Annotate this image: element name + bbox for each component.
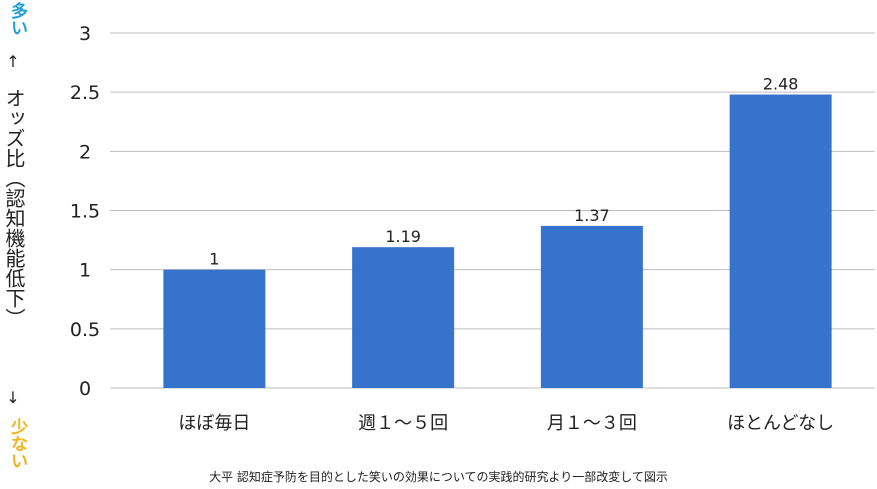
- x-tick-label: ほぼ毎日: [178, 413, 250, 434]
- up-arrow-icon: ↑: [6, 52, 20, 71]
- y-axis-title: オッズ比（認知機能低下）: [2, 88, 26, 328]
- data-label: 1.19: [385, 227, 421, 246]
- source-caption: 大平 認知症予防を目的とした笑いの効果についての実践的研究より一部改変して図示: [209, 470, 668, 484]
- down-arrow-icon: ↓: [6, 388, 20, 407]
- y-tick-label: 1: [79, 260, 91, 282]
- y-tick-label: 3: [79, 23, 91, 45]
- bar: [729, 94, 832, 389]
- y-tick-label: 0.5: [70, 319, 100, 341]
- x-tick-label: 月１～３回: [547, 413, 637, 434]
- y-axis-bottom-label: 少ない: [7, 418, 27, 469]
- y-axis-top-label: 多い: [7, 2, 27, 36]
- data-label: 1.37: [574, 206, 610, 225]
- y-tick-label: 2.5: [70, 82, 100, 104]
- data-label: 2.48: [763, 75, 799, 94]
- bar: [163, 269, 266, 388]
- bar: [540, 225, 643, 388]
- x-tick-label: ほとんどなし: [727, 413, 834, 434]
- y-tick-label: 0: [79, 378, 91, 400]
- data-label: 1: [209, 250, 219, 269]
- x-tick-label: 週１～５回: [358, 413, 448, 434]
- y-tick-label: 1.5: [70, 201, 100, 223]
- bar: [352, 247, 455, 388]
- y-tick-label: 2: [79, 141, 91, 163]
